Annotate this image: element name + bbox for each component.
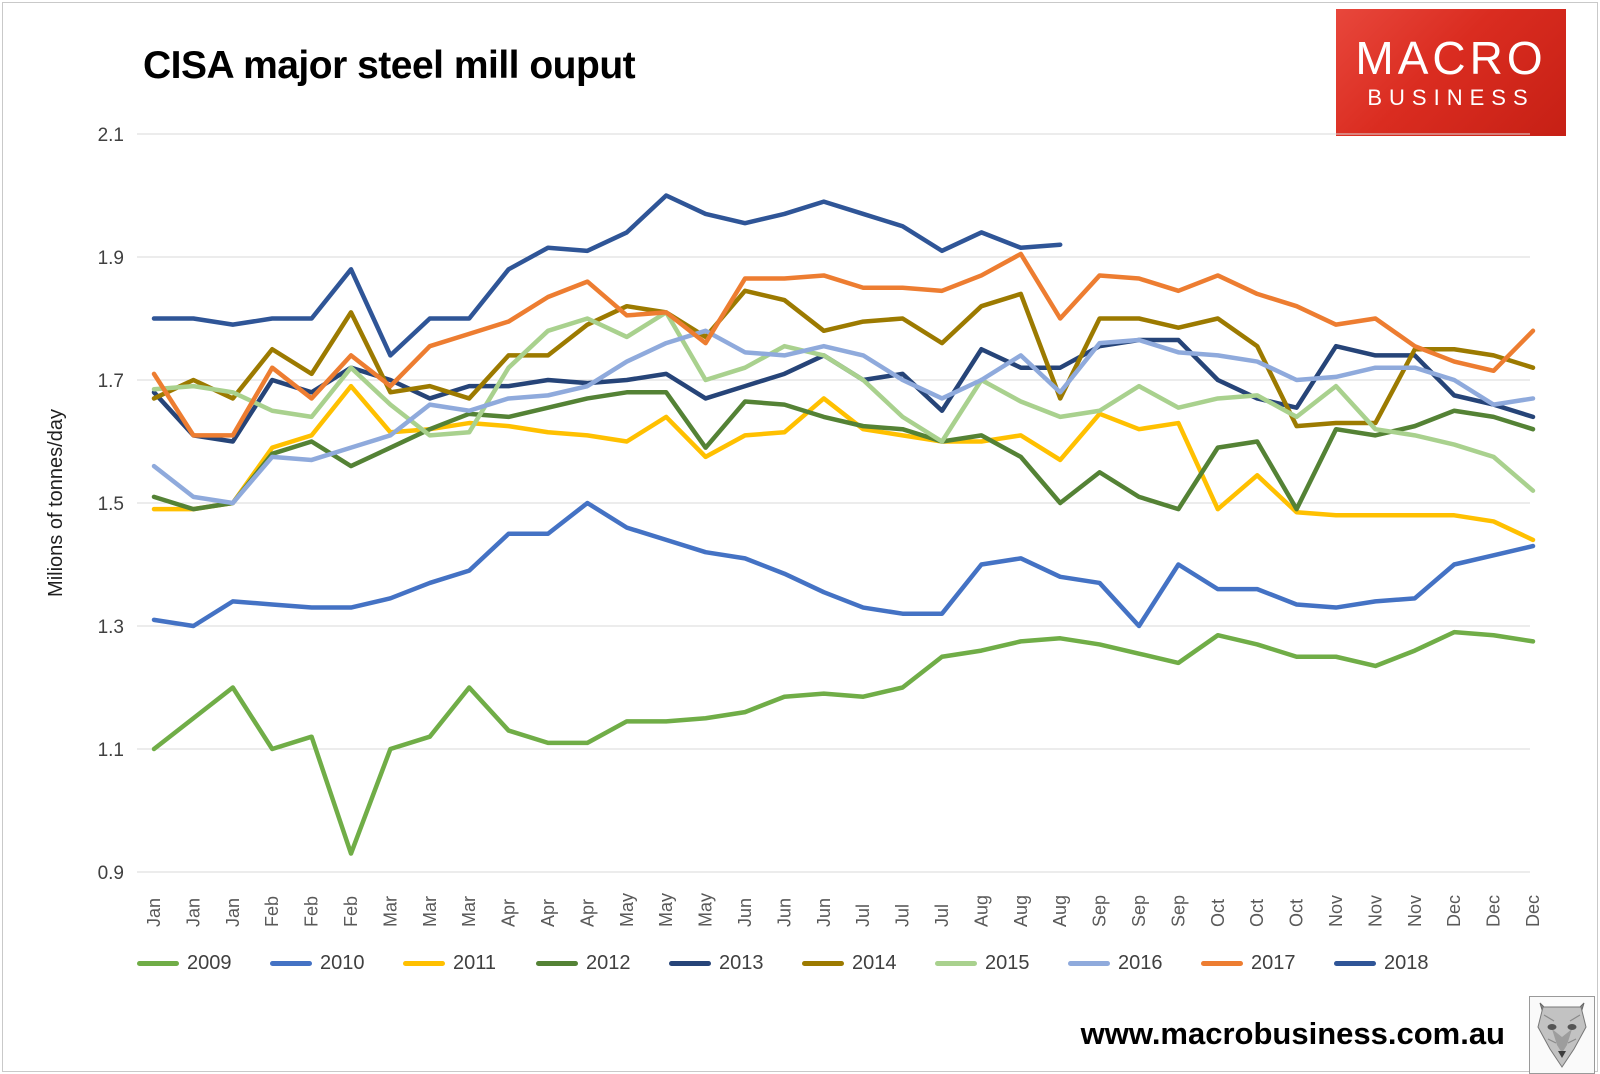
legend-swatch-2014 <box>802 960 844 966</box>
x-tick-label: Feb <box>262 896 282 927</box>
x-tick-label: Jun <box>814 898 834 927</box>
legend-label-2009: 2009 <box>187 951 232 974</box>
legend-label-2018: 2018 <box>1384 951 1429 974</box>
y-tick-label: 2.1 <box>98 125 124 146</box>
y-tick-label: 1.1 <box>98 740 124 761</box>
series-line-2009 <box>151 629 1536 856</box>
fox-icon <box>1537 1002 1587 1068</box>
y-tick-label: 1.5 <box>98 494 124 515</box>
legend-swatch-2018 <box>1334 960 1376 966</box>
website-text: www.macrobusiness.com.au <box>1080 1016 1505 1051</box>
legend-item-2017: 2017 <box>1201 952 1334 975</box>
legend-swatch-2013 <box>669 960 711 966</box>
x-tick-label: Jun <box>774 898 794 927</box>
legend-item-2013: 2013 <box>669 952 802 975</box>
x-tick-label: Oct <box>1247 899 1267 927</box>
x-tick-label: Dec <box>1484 895 1504 927</box>
legend-swatch-2016 <box>1068 960 1110 966</box>
x-tick-label: Mar <box>420 896 440 927</box>
x-tick-label: Jan <box>183 898 203 927</box>
macrobusiness-logo: MACRO BUSINESS <box>1336 9 1566 136</box>
series-line-2018 <box>151 193 1063 358</box>
x-tick-label: Jul <box>893 904 913 927</box>
legend-label-2015: 2015 <box>985 951 1030 974</box>
series-line-2013 <box>151 337 1536 444</box>
legend-item-2009: 2009 <box>137 952 270 975</box>
logo-text-macro: MACRO <box>1355 32 1547 85</box>
legend-swatch-2012 <box>536 960 578 966</box>
x-tick-label: Apr <box>499 899 519 927</box>
y-axis-title: Milions of tonnes/day <box>45 409 67 597</box>
y-tick-label: 0.9 <box>98 863 124 884</box>
legend-swatch-2009 <box>137 960 179 966</box>
x-tick-label: Jun <box>735 898 755 927</box>
x-tick-label: Jan <box>144 898 164 927</box>
x-tick-label: Apr <box>538 899 558 927</box>
legend-label-2017: 2017 <box>1251 951 1296 974</box>
x-tick-label: Nov <box>1405 895 1425 927</box>
legend-swatch-2015 <box>935 960 977 966</box>
legend-item-2010: 2010 <box>270 952 403 975</box>
x-tick-label: Aug <box>971 895 991 927</box>
x-tick-label: Sep <box>1129 895 1149 927</box>
series-line-2017 <box>151 251 1536 438</box>
series-line-2015 <box>151 310 1536 493</box>
x-tick-label: Aug <box>1011 895 1031 927</box>
legend-label-2016: 2016 <box>1118 951 1163 974</box>
x-tick-label: Nov <box>1326 895 1346 927</box>
legend-item-2018: 2018 <box>1334 952 1467 975</box>
chart-legend: 2009 2010 2011 2012 2013 2014 2015 2016 2017 2018 <box>137 946 1487 980</box>
x-tick-label: May <box>617 893 637 927</box>
x-tick-label: Nov <box>1365 895 1385 927</box>
x-tick-label: Jul <box>853 904 873 927</box>
x-tick-label: Feb <box>302 896 322 927</box>
legend-item-2014: 2014 <box>802 952 935 975</box>
x-tick-label: Jan <box>223 898 243 927</box>
chart-title: CISA major steel mill ouput <box>143 44 636 87</box>
series-line-2010 <box>151 500 1536 629</box>
legend-label-2013: 2013 <box>719 951 764 974</box>
series-line-2016 <box>151 328 1536 506</box>
y-tick-label: 1.7 <box>98 371 124 392</box>
series-line-2012 <box>151 390 1536 512</box>
legend-swatch-2011 <box>403 960 445 966</box>
x-tick-label: May <box>656 893 676 927</box>
legend-item-2016: 2016 <box>1068 952 1201 975</box>
x-tick-label: Apr <box>577 899 597 927</box>
legend-swatch-2017 <box>1201 960 1243 966</box>
x-tick-label: Oct <box>1208 899 1228 927</box>
legend-label-2011: 2011 <box>453 951 497 974</box>
series-line-2011 <box>151 383 1536 543</box>
legend-item-2015: 2015 <box>935 952 1068 975</box>
legend-swatch-2010 <box>270 960 312 966</box>
y-tick-label: 1.3 <box>98 617 124 638</box>
x-tick-label: Aug <box>1050 895 1070 927</box>
x-tick-label: Jul <box>932 904 952 927</box>
x-tick-label: Mar <box>459 896 479 927</box>
legend-label-2012: 2012 <box>586 951 631 974</box>
x-tick-label: Dec <box>1523 895 1543 927</box>
legend-item-2012: 2012 <box>536 952 669 975</box>
x-tick-label: Mar <box>380 896 400 927</box>
y-tick-label: 1.9 <box>98 248 124 269</box>
legend-item-2011: 2011 <box>403 952 536 975</box>
x-tick-label: May <box>696 893 716 927</box>
legend-label-2010: 2010 <box>320 951 365 974</box>
legend-label-2014: 2014 <box>852 951 897 974</box>
fox-logo <box>1529 996 1595 1074</box>
x-tick-label: Sep <box>1168 895 1188 927</box>
x-tick-label: Oct <box>1287 899 1307 927</box>
x-tick-label: Sep <box>1090 895 1110 927</box>
logo-text-business: BUSINESS <box>1367 84 1535 110</box>
x-tick-label: Feb <box>341 896 361 927</box>
x-tick-label: Dec <box>1444 895 1464 927</box>
